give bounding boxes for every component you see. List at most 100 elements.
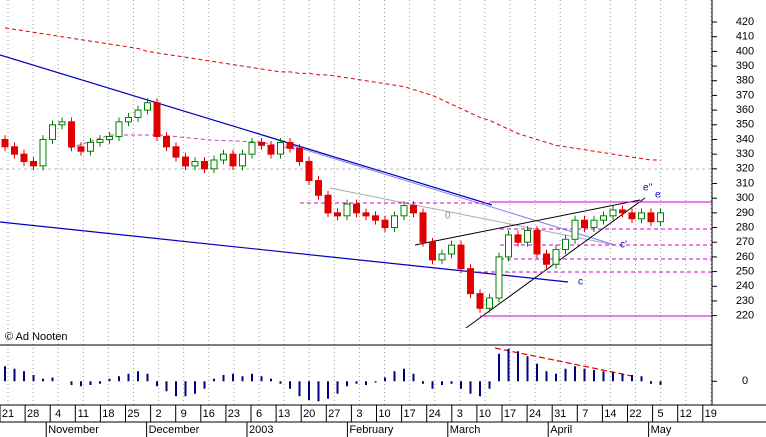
candle-body: [49, 124, 56, 140]
candle-body: [372, 215, 379, 221]
x-tick-label: 27: [328, 408, 340, 420]
candle-body: [448, 244, 455, 255]
x-tick-label: 11: [78, 408, 89, 420]
y-tick-label: 300: [736, 192, 754, 204]
x-tick-label: 17: [403, 408, 415, 420]
candle-body: [628, 212, 636, 220]
month-label: March: [450, 424, 481, 436]
y-tick-label: 240: [736, 280, 754, 292]
annotation: e'': [643, 183, 652, 194]
candle-body: [201, 160, 208, 170]
y-tick-label: 280: [736, 221, 754, 233]
candle-body: [638, 212, 645, 220]
x-tick-label: 31: [554, 408, 566, 420]
x-tick-label: 10: [479, 408, 491, 420]
y-tick-label: 350: [736, 119, 754, 131]
candle-body: [277, 141, 284, 155]
month-label: May: [651, 424, 672, 436]
x-tick-label: 16: [203, 408, 215, 420]
candle-body: [581, 219, 588, 229]
x-tick-label: 6: [256, 408, 262, 420]
candle-body: [552, 249, 560, 265]
x-tick-label: 24: [429, 408, 441, 420]
short-average: [69, 134, 301, 151]
y-tick-label: 410: [736, 31, 754, 43]
month-label: April: [550, 424, 572, 436]
candle-body: [315, 180, 322, 196]
candle-body: [106, 136, 113, 140]
month-label: February: [349, 424, 394, 436]
x-tick-label: 3: [356, 408, 362, 420]
candle-body: [609, 209, 617, 217]
candle-body: [467, 268, 474, 295]
candle-body: [239, 153, 246, 167]
candle-body: [77, 146, 85, 152]
moving-average: [4, 27, 661, 161]
y-tick-label: 370: [736, 89, 754, 101]
candle-body: [144, 102, 151, 111]
x-tick-label: 21: [2, 408, 14, 420]
candle-body: [258, 141, 265, 146]
y-tick-label: 330: [736, 148, 754, 160]
candle-body: [514, 234, 522, 243]
candle-body: [590, 219, 598, 229]
y-tick-label: 320: [736, 163, 754, 175]
x-tick-label: 18: [102, 408, 114, 420]
candle-body: [343, 203, 351, 217]
x-tick-label: 28: [27, 408, 39, 420]
x-tick-label: 24: [529, 408, 541, 420]
candle-body: [647, 212, 655, 223]
trend-line: [0, 54, 493, 206]
trend-line: [289, 144, 616, 246]
y-tick-label: 0: [742, 375, 748, 387]
x-tick-label: 10: [378, 408, 390, 420]
x-tick-label: 3: [457, 408, 463, 420]
candle-body: [524, 229, 531, 243]
y-tick-label: 310: [736, 177, 754, 189]
candle-body: [191, 160, 199, 167]
candle-body: [20, 153, 28, 162]
marks: [1, 27, 664, 402]
annotation: 0: [445, 211, 451, 222]
candle-body: [400, 205, 408, 217]
candle-body: [134, 109, 142, 118]
candle-body: [163, 136, 170, 148]
month-label: November: [48, 424, 99, 436]
candle-body: [543, 253, 550, 265]
x-tick-label: 7: [582, 408, 588, 420]
candle-body: [505, 234, 512, 258]
candle-body: [30, 160, 37, 167]
x-tick-label: 12: [680, 408, 692, 420]
annotation: c': [620, 240, 627, 251]
candle-body: [429, 241, 436, 261]
y-tick-label: 250: [736, 266, 754, 278]
candle-body: [267, 144, 275, 155]
candle-body: [486, 297, 493, 309]
x-tick-label: 22: [629, 408, 641, 420]
candle-body: [419, 212, 427, 243]
candle-body: [381, 219, 389, 229]
candle-body: [229, 153, 237, 167]
y-tick-label: 260: [736, 251, 754, 263]
y-tick-label: 360: [736, 104, 754, 116]
y-tick-label: 220: [736, 310, 754, 322]
candle-body: [324, 194, 332, 214]
month-label: December: [149, 424, 200, 436]
y-tick-label: 380: [736, 75, 754, 87]
annotation: c: [578, 277, 583, 288]
candle-body: [96, 138, 104, 143]
candle-body: [87, 141, 94, 152]
candle-body: [153, 102, 161, 138]
candle-body: [495, 256, 503, 299]
candle-body: [438, 253, 446, 261]
candle-body: [362, 212, 370, 217]
candle-body: [619, 209, 626, 214]
candle-body: [391, 215, 398, 229]
candle-body: [571, 219, 579, 240]
candle-body: [334, 212, 341, 217]
candle-body: [533, 229, 541, 255]
candle-body: [1, 138, 9, 148]
candle-body: [657, 212, 664, 223]
candle-body: [296, 147, 303, 162]
